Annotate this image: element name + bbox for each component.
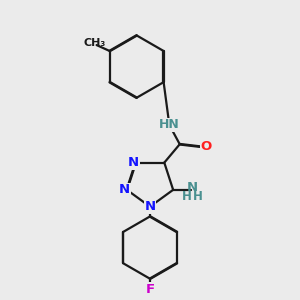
Text: N: N <box>187 181 198 194</box>
Text: F: F <box>146 283 154 296</box>
Text: O: O <box>201 140 212 153</box>
Text: HN: HN <box>159 118 180 131</box>
Text: N: N <box>128 156 139 169</box>
Text: H: H <box>182 190 192 203</box>
Text: H: H <box>193 190 203 203</box>
Text: CH₃: CH₃ <box>83 38 105 48</box>
Text: N: N <box>119 183 130 196</box>
Text: N: N <box>144 200 156 213</box>
